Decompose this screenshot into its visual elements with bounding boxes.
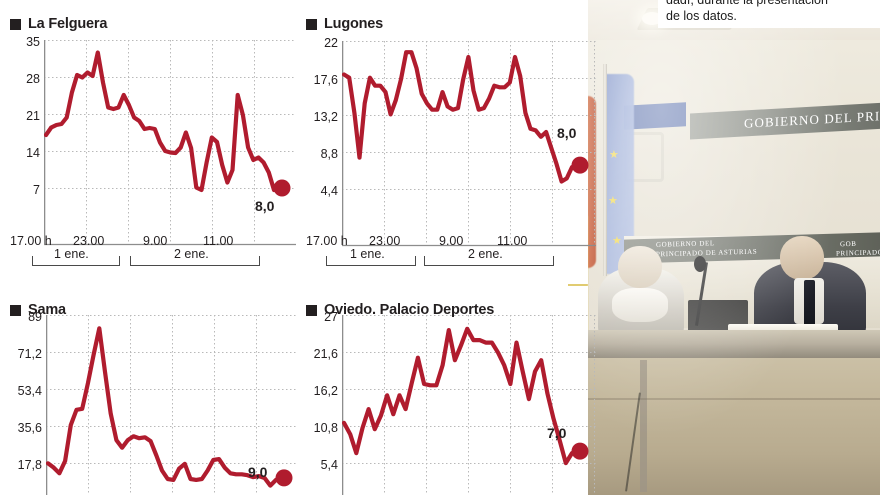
bracket-day-2: 2 ene. (424, 247, 554, 266)
y-tick-1: 17,6 (313, 73, 338, 87)
y-tick-0: 35 (26, 35, 40, 49)
x-tick-3: 11.00 (203, 234, 234, 248)
chart-title-oviedo: Oviedo. Palacio Deportes (306, 302, 494, 318)
y-tick-0: 22 (324, 36, 338, 50)
podium-text-line1: GOBIERNO DEL (656, 239, 715, 249)
chart-title-sama: Sama (10, 302, 66, 318)
y-tick-2: 21 (26, 109, 40, 123)
woman-scarf (612, 288, 668, 322)
y-tick-1: 21,6 (313, 347, 338, 361)
y-tick-0: 89 (28, 310, 42, 324)
chart-title-label: La Felguera (28, 16, 108, 32)
caption-line-2: de los datos. (666, 9, 737, 23)
man-head (780, 236, 824, 280)
chart-panel-sama: Sama 89 71,2 53,4 35,6 17,8 9,0 (0, 286, 300, 495)
y-tick-4: 17,8 (17, 458, 42, 472)
y-tick-2: 16,2 (313, 384, 338, 398)
x-tick-0: 17.00 h (10, 234, 52, 248)
desk-front (568, 358, 880, 495)
plot-area-la-felguera (44, 40, 304, 256)
y-tick-1: 71,2 (17, 347, 42, 361)
y-tick-3: 10,8 (313, 421, 338, 435)
y-tick-3: 35,6 (17, 421, 42, 435)
bracket-day-1: 1 ene. (32, 247, 120, 266)
chart-title-la-felguera: La Felguera (10, 16, 107, 32)
desk-seam (568, 398, 880, 400)
y-tick-4: 4,4 (320, 184, 338, 198)
eu-star-icon: ★ (608, 195, 618, 207)
bracket-day-2-label: 2 ene. (463, 247, 508, 261)
woman-head (618, 246, 662, 288)
last-value-callout: 8,0 (255, 198, 275, 214)
bracket-day-1-label: 1 ene. (49, 247, 94, 261)
chart-title-label: Sama (28, 302, 66, 318)
flagpole-2 (603, 64, 607, 276)
last-value-callout: 9,0 (248, 464, 268, 480)
y-tick-1: 28 (26, 72, 40, 86)
man-tie (804, 280, 815, 330)
y-tick-2: 53,4 (17, 384, 42, 398)
plot-area-lugones (342, 41, 602, 257)
x-tick-1: 23.00 (369, 234, 401, 248)
bracket-day-2-label: 2 ene. (169, 247, 214, 261)
chart-panel-oviedo-palacio-deportes: Oviedo. Palacio Deportes 27 21,6 16,2 10… (296, 286, 596, 495)
y-tick-2: 13,2 (313, 110, 338, 124)
plot-area-oviedo (342, 315, 602, 495)
square-bullet-icon (10, 18, 21, 30)
photo-caption: dadí, durante la presentación de los dat… (658, 0, 880, 28)
square-bullet-icon (306, 18, 317, 30)
y-tick-0: 27 (324, 310, 338, 324)
podium-text-right1: GOB (840, 239, 857, 249)
y-tick-4: 5,4 (320, 458, 338, 472)
bracket-day-1: 1 ene. (326, 247, 416, 266)
papers (728, 324, 838, 334)
y-tick-3: 14 (26, 146, 40, 160)
x-tick-1: 23.00 (73, 234, 105, 248)
chart-panel-la-felguera: La Felguera 35 28 21 14 7 8,0 17.00 h 23… (0, 0, 298, 284)
chart-title-label: Lugones (324, 16, 384, 32)
square-bullet-icon (306, 304, 317, 316)
x-tick-2: 9.00 (439, 234, 464, 248)
press-conference-photo: GOBIERNO DEL PRI ★ ★ ★ GOBIERNO DEL PRIN… (568, 0, 880, 495)
podium-text-right2: PRINCIPADO (836, 248, 880, 258)
bracket-day-1-label: 1 ene. (345, 247, 390, 261)
y-tick-3: 8,8 (320, 147, 338, 161)
square-bullet-icon (10, 304, 21, 316)
last-value-callout: 8,0 (557, 125, 577, 141)
chart-title-lugones: Lugones (306, 16, 383, 32)
desk-top (568, 330, 880, 360)
x-tick-2: 9.00 (143, 234, 168, 248)
eu-star-icon: ★ (609, 149, 619, 161)
x-tick-3: 11.00 (497, 234, 528, 248)
eu-star-icon: ★ (612, 235, 622, 247)
caption-line-1: dadí, durante la presentación (666, 0, 828, 7)
chart-title-label: Oviedo. Palacio Deportes (324, 302, 495, 318)
y-tick-4: 7 (33, 183, 40, 197)
x-tick-0: 17.00 h (306, 234, 348, 248)
ceiling-light (642, 12, 662, 25)
chart-panel-lugones: Lugones 22 17,6 13,2 8,8 4,4 8,0 17.00 h… (296, 0, 596, 284)
desk-leg (640, 360, 647, 492)
last-value-callout: 7,0 (547, 425, 567, 441)
microphone-icon (694, 256, 706, 272)
bracket-day-2: 2 ene. (130, 247, 260, 266)
